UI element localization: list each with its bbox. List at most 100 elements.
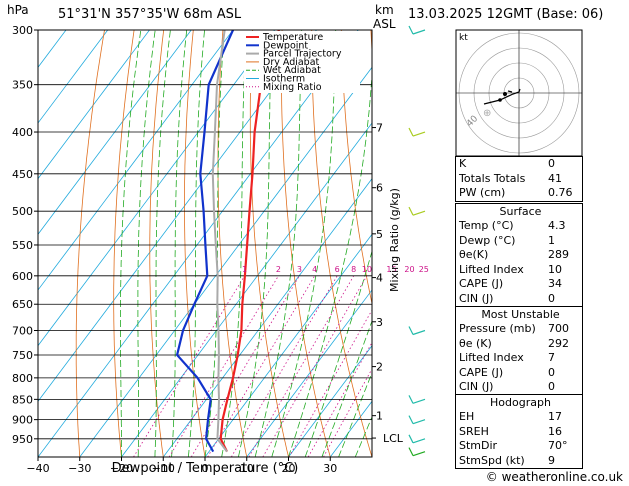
pressure-tick-label: 600 [12,270,33,283]
temperature-tick-label: 20 [282,462,296,475]
series-parcel-trajectory [211,30,228,453]
pressure-tick-label: 700 [12,325,33,338]
mixing-ratio-label: 1 [242,265,247,274]
credit-text: © weatheronline.co.uk [485,470,623,484]
height-tick-label: 5 [376,228,383,241]
indices-table: K 0 Totals Totals 41 PW (cm) 0.76 [455,156,583,202]
isotherm-line [246,289,372,457]
height-tick-label: 3 [376,316,383,329]
mixing-ratio-line [262,275,368,457]
surface-dewp-label: Dewp (°C) [459,233,516,247]
surface-li-label: Lifted Index [459,262,524,276]
dry-adiabat-line [281,30,331,457]
hodograph-trace [483,88,521,105]
temperature-tick-label: 0 [202,462,209,475]
legend-entry: Dewpoint [263,40,308,51]
surface-theta-value: 289 [548,248,569,261]
surface-temp-value: 4.3 [548,219,566,232]
legend-entry: Dry Adiabat [263,57,320,68]
hodograph-table: Hodograph EH 17 SREH 16 StmDir 70° StmSpd (… [455,394,583,469]
mu-theta-value: 292 [548,336,569,350]
sreh-value: 16 [548,424,562,438]
isotherm-line [38,30,234,291]
wet-adiabat-lines [120,30,372,457]
mixing-ratio-label: 10 [362,265,372,274]
mu-cape-value: 0 [548,365,555,379]
mu-li-value: 7 [548,351,555,364]
temperature-tick-label: −10 [152,462,175,475]
mu-li-label: Lifted Index [459,351,524,364]
mixing-ratio-label: 25 [419,265,429,274]
k-index-label: K [459,157,467,170]
height-unit-asl: ASL [373,17,396,31]
wind-barb [408,395,426,404]
datetime-label: 13.03.2025 12GMT (Base: 06) [408,7,604,22]
legend-box [244,31,360,93]
most-unstable-table: Most Unstable Pressure (mb) 700 θe (K) 292… [455,306,583,396]
wet-adiabat-line [154,30,171,457]
legend-entry: Parcel Trajectory [263,49,342,60]
temperature-tick-label: 10 [240,462,254,475]
temperature-axis: −40 −30 −20 −10 0 10 20 30 [26,457,337,475]
surface-table: Surface Temp (°C) 4.3 Dewp (°C) 1 θe(K) 289… [455,203,583,307]
hodograph-table-title: Hodograph [490,396,551,409]
pressure-tick-label: 300 [12,24,33,37]
storm-motion-marker [503,92,507,96]
isotherm-line [38,30,276,347]
wind-barb [408,206,426,216]
stmdir-label: StmDir [459,439,498,452]
sreh-label: SREH [459,424,489,438]
legend-entry: Temperature [262,32,323,43]
temperature-tick-label: 30 [323,462,337,475]
mixing-ratio-label: 8 [351,265,356,274]
totals-totals-value: 41 [548,171,562,185]
mixing-ratio-label: 15 [386,265,396,274]
isotherm-line [204,233,372,457]
wind-barbs [408,25,426,457]
pressure-tick-label: 350 [12,79,33,92]
mu-cin-value: 0 [548,380,555,393]
pressure-tick-label: 850 [12,393,33,406]
height-tick-label: 1 [376,410,383,423]
height-tick-label: 4 [376,272,383,285]
most-unstable-title: Most Unstable [481,308,560,321]
wind-barb [408,25,426,35]
mixing-ratio-axis-label: Mixing Ratio (g/kg) [388,188,401,292]
profile-lines [175,30,280,453]
wet-adiabat-line [288,69,372,457]
surface-temp-label: Temp (°C) [459,219,514,232]
pw-label: PW (cm) [459,186,506,199]
stmspd-value: 9 [548,453,555,467]
pw-value: 0.76 [548,186,573,199]
pressure-tick-label: 650 [12,298,33,311]
x-axis-label: Dewpoint / Temperature (°C) [112,461,299,476]
isotherm-line [121,122,372,457]
legend-entry: Wet Adiabat [263,65,321,76]
height-tick-label: 6 [376,182,383,195]
wind-barb [408,127,426,137]
wind-barb [408,326,426,336]
pressure-tick-label: 550 [12,239,33,252]
wet-adiabat-line [137,30,156,457]
k-index-value: 0 [548,157,555,170]
temperature-tick-label: −20 [110,462,133,475]
wet-adiabat-line [304,249,372,457]
mixing-ratio-label: 4 [312,265,317,274]
dry-adiabat-line [75,30,105,457]
dry-adiabat-line [370,30,372,58]
dry-adiabat-line [184,30,206,457]
series-dewpoint [175,30,235,453]
isotherm-line [38,30,109,124]
location-label: 51°31'N 357°35'W 68m ASL [58,7,242,22]
dry-adiabat-line [113,30,135,457]
hodograph: kt 40 ⊕ [455,29,583,157]
surface-theta-label: θe(K) [459,248,489,261]
mixing-ratio-label: 6 [335,265,340,274]
pressure-tick-label: 750 [12,349,33,362]
dry-adiabat-line [149,30,165,457]
isotherm-line [38,30,192,236]
temperature-tick-label: −30 [68,462,91,475]
surface-dewp-value: 1 [548,233,555,247]
hodograph-unit: kt [459,33,468,43]
